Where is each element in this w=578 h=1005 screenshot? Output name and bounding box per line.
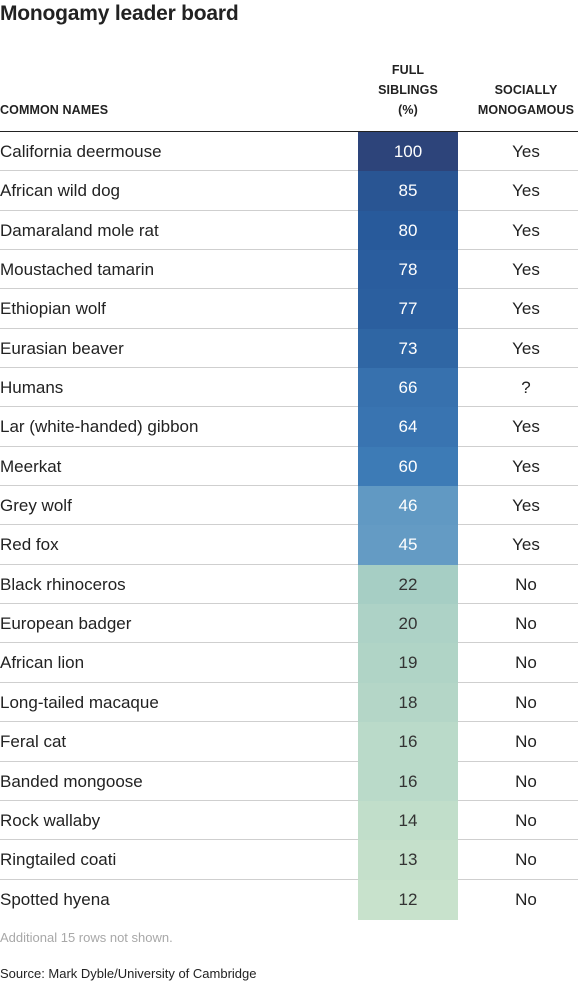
column-header-socially-monogamous: SOCIALLY MONOGAMOUS	[477, 83, 575, 117]
species-name: Banded mongoose	[0, 771, 143, 791]
species-name: African wild dog	[0, 181, 121, 201]
full-siblings-cell: 78	[358, 250, 458, 291]
full-siblings-cell: 46	[358, 486, 458, 527]
table-row: Ringtailed coati 13 No	[0, 840, 578, 881]
species-name: California deermouse	[0, 142, 162, 161]
full-siblings-cell: 45	[358, 525, 458, 566]
full-siblings-cell: 16	[358, 722, 458, 763]
socially-monogamous-cell: Yes	[512, 220, 540, 240]
species-name: Eurasian beaver	[0, 338, 124, 358]
table-row: Lar (white-handed) gibbon 64 Yes	[0, 407, 578, 448]
column-header-common-names: COMMON NAMES	[0, 103, 109, 117]
species-name: Rock wallaby	[0, 810, 101, 830]
source-credit: Source: Mark Dyble/University of Cambrid…	[0, 966, 257, 981]
species-name: Black rhinoceros	[0, 574, 126, 594]
full-siblings-cell: 85	[358, 171, 458, 212]
table-row: Red fox 45 Yes	[0, 525, 578, 566]
table-row: Humans 66?	[0, 368, 578, 409]
header-divider	[0, 131, 578, 132]
table-row: Ethiopian wolf 77 Yes	[0, 289, 578, 330]
table-body: California deermouse 100 Yes African wild d…	[0, 132, 578, 920]
full-siblings-cell: 64	[358, 407, 458, 448]
table-row: Eurasian beaver 73 Yes	[0, 328, 578, 369]
socially-monogamous-cell: No	[515, 771, 537, 791]
full-siblings-cell: 20	[358, 604, 458, 645]
table-row: Moustached tamarin 78 Yes	[0, 250, 578, 291]
full-siblings-cell: 66	[358, 368, 458, 409]
table-row: Black rhinoceros 22 No	[0, 564, 578, 605]
species-name: Ringtailed coati	[0, 850, 117, 870]
socially-monogamous-cell: No	[515, 889, 537, 909]
socially-monogamous-cell: Yes	[512, 535, 540, 555]
table-row: Grey wolf 46 Yes	[0, 486, 578, 527]
species-name: Ethiopian wolf	[0, 299, 106, 319]
full-siblings-cell: 80	[358, 210, 458, 251]
table-row: California deermouse 100 Yes	[0, 132, 578, 172]
species-name: Red fox	[0, 535, 59, 555]
species-name: Damaraland mole rat	[0, 220, 159, 240]
table-row: Spotted hyena 12 No	[0, 879, 578, 920]
full-siblings-cell: 19	[358, 643, 458, 684]
table-row: European badger 20 No	[0, 604, 578, 645]
table-row: African lion 19 No	[0, 643, 578, 684]
footnote: Additional 15 rows not shown.	[0, 930, 173, 945]
socially-monogamous-cell: Yes	[512, 299, 540, 319]
species-name: Moustached tamarin	[0, 260, 155, 280]
species-name: Long-tailed macaque	[0, 692, 159, 712]
table-row: Meerkat 60 Yes	[0, 446, 578, 487]
full-siblings-cell: 18	[358, 682, 458, 723]
species-name: Humans	[0, 378, 64, 398]
table-row: African wild dog 85 Yes	[0, 171, 578, 212]
socially-monogamous-cell: Yes	[512, 338, 540, 358]
species-name: Lar (white-handed) gibbon	[0, 417, 199, 437]
full-siblings-cell: 100	[358, 132, 458, 172]
table-row: Rock wallaby 14 No	[0, 800, 578, 841]
socially-monogamous-cell: No	[515, 732, 537, 752]
table-row: Feral cat 16 No	[0, 722, 578, 763]
socially-monogamous-cell: Yes	[512, 260, 540, 280]
socially-monogamous-cell: Yes	[512, 417, 540, 437]
socially-monogamous-cell: Yes	[512, 496, 540, 516]
socially-monogamous-cell: ?	[521, 378, 531, 398]
full-siblings-cell: 16	[358, 761, 458, 802]
species-name: Meerkat	[0, 456, 62, 476]
table-row: Banded mongoose 16 No	[0, 761, 578, 802]
full-siblings-cell: 22	[358, 564, 458, 605]
socially-monogamous-cell: No	[515, 614, 537, 634]
socially-monogamous-cell: No	[515, 653, 537, 673]
chart-title: Monogamy leader board	[0, 2, 239, 25]
column-header-full-siblings: FULL SIBLINGS (%)	[378, 63, 438, 117]
full-siblings-cell: 60	[358, 446, 458, 487]
socially-monogamous-cell: No	[515, 850, 537, 870]
socially-monogamous-cell: Yes	[512, 142, 540, 161]
socially-monogamous-cell: No	[515, 574, 537, 594]
full-siblings-cell: 73	[358, 328, 458, 369]
species-name: Spotted hyena	[0, 889, 110, 909]
species-name: African lion	[0, 653, 85, 673]
species-name: European badger	[0, 614, 132, 634]
full-siblings-cell: 13	[358, 840, 458, 881]
full-siblings-cell: 77	[358, 289, 458, 330]
socially-monogamous-cell: Yes	[512, 456, 540, 476]
full-siblings-cell: 12	[358, 879, 458, 920]
table-row: Long-tailed macaque 18 No	[0, 682, 578, 723]
table-row: Damaraland mole rat 80 Yes	[0, 210, 578, 251]
full-siblings-cell: 14	[358, 800, 458, 841]
species-name: Grey wolf	[0, 496, 72, 516]
socially-monogamous-cell: No	[515, 810, 537, 830]
socially-monogamous-cell: No	[515, 692, 537, 712]
species-name: Feral cat	[0, 732, 67, 752]
socially-monogamous-cell: Yes	[512, 181, 540, 201]
